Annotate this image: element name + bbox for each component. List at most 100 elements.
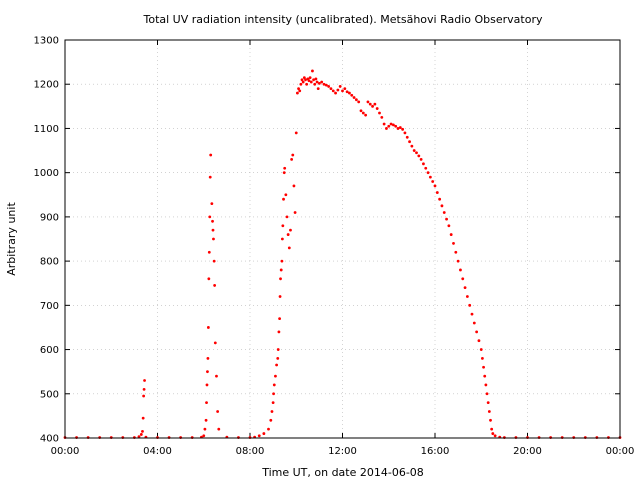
y-tick-label: 1100 — [34, 124, 59, 135]
x-tick-label: 08:00 — [236, 446, 265, 457]
data-point — [216, 410, 220, 413]
data-point — [373, 102, 377, 106]
data-point — [257, 434, 261, 438]
data-point — [283, 166, 287, 170]
data-point — [313, 82, 317, 86]
data-point — [282, 171, 286, 175]
data-point — [447, 224, 451, 228]
data-point — [490, 427, 494, 431]
y-tick-label: 1000 — [34, 168, 59, 179]
data-point — [276, 348, 280, 351]
data-point — [408, 140, 411, 144]
data-point — [317, 81, 321, 85]
data-point — [357, 100, 361, 104]
data-point — [305, 82, 309, 86]
data-point — [366, 100, 370, 104]
data-point — [396, 127, 400, 130]
data-point — [141, 429, 144, 433]
data-point — [440, 204, 444, 208]
data-point — [143, 379, 146, 382]
data-point — [307, 79, 311, 83]
data-point — [272, 383, 276, 387]
data-point — [329, 87, 333, 91]
data-point — [279, 277, 282, 281]
data-point — [426, 171, 430, 175]
data-point — [315, 80, 319, 84]
data-point — [491, 432, 495, 435]
y-tick-label: 1300 — [34, 36, 59, 47]
data-point — [479, 348, 483, 351]
data-point — [280, 259, 284, 263]
data-point — [336, 88, 340, 92]
data-points — [63, 69, 622, 439]
data-point — [278, 295, 282, 298]
data-point — [290, 158, 294, 161]
data-point — [312, 78, 315, 82]
data-point — [203, 427, 207, 431]
y-tick-labels: 400 500 600 700 800 900 1000 1100 1200 1300 — [34, 36, 59, 445]
data-point — [482, 365, 485, 369]
data-point — [270, 410, 274, 413]
data-point — [208, 175, 212, 179]
data-point — [401, 127, 405, 131]
data-point — [212, 237, 215, 241]
data-point — [286, 233, 290, 236]
data-point — [291, 153, 295, 157]
data-point — [294, 131, 298, 135]
data-point — [308, 76, 312, 79]
data-point — [382, 122, 386, 126]
data-point — [391, 123, 395, 127]
data-point — [213, 341, 217, 345]
data-point — [385, 127, 388, 130]
data-point — [142, 387, 146, 391]
data-point — [354, 98, 358, 102]
y-tick-label: 500 — [40, 389, 59, 400]
data-point — [389, 122, 393, 126]
data-point — [371, 104, 374, 108]
data-point — [208, 215, 212, 219]
x-tick-label: 16:00 — [421, 446, 450, 457]
x-axis-label: Time UT, on date 2014-06-08 — [261, 466, 424, 479]
data-point — [352, 96, 356, 99]
data-point — [139, 433, 143, 436]
data-point — [417, 154, 421, 158]
data-point — [483, 374, 487, 378]
data-point — [433, 184, 437, 188]
data-point — [277, 330, 281, 334]
data-point — [269, 418, 273, 422]
data-point — [465, 295, 469, 298]
data-point — [207, 277, 211, 281]
data-point — [205, 401, 208, 405]
data-point — [456, 259, 460, 263]
data-point — [475, 330, 479, 334]
data-point — [428, 175, 432, 179]
data-point — [348, 91, 351, 95]
data-point — [271, 401, 275, 405]
data-point — [387, 124, 391, 128]
data-point — [262, 432, 266, 435]
data-point — [334, 91, 337, 95]
data-point — [309, 80, 313, 84]
data-point — [412, 149, 416, 152]
data-point — [320, 80, 324, 84]
y-axis-label: Arbitrary unit — [5, 202, 18, 276]
data-point — [279, 268, 283, 272]
data-point — [489, 418, 492, 422]
data-point — [461, 277, 465, 281]
data-point — [493, 434, 497, 438]
data-point — [424, 166, 428, 170]
data-point — [287, 246, 291, 250]
x-tick-label: 04:00 — [143, 446, 172, 457]
data-point — [419, 158, 423, 161]
data-point — [297, 87, 300, 91]
data-point — [435, 191, 439, 194]
data-point — [302, 76, 306, 79]
y-tick-label: 700 — [40, 301, 59, 312]
x-tick-label: 12:00 — [328, 446, 357, 457]
data-point — [202, 434, 206, 438]
data-point — [343, 87, 347, 91]
data-point — [206, 370, 209, 374]
data-point — [452, 242, 455, 245]
data-point — [403, 131, 407, 135]
